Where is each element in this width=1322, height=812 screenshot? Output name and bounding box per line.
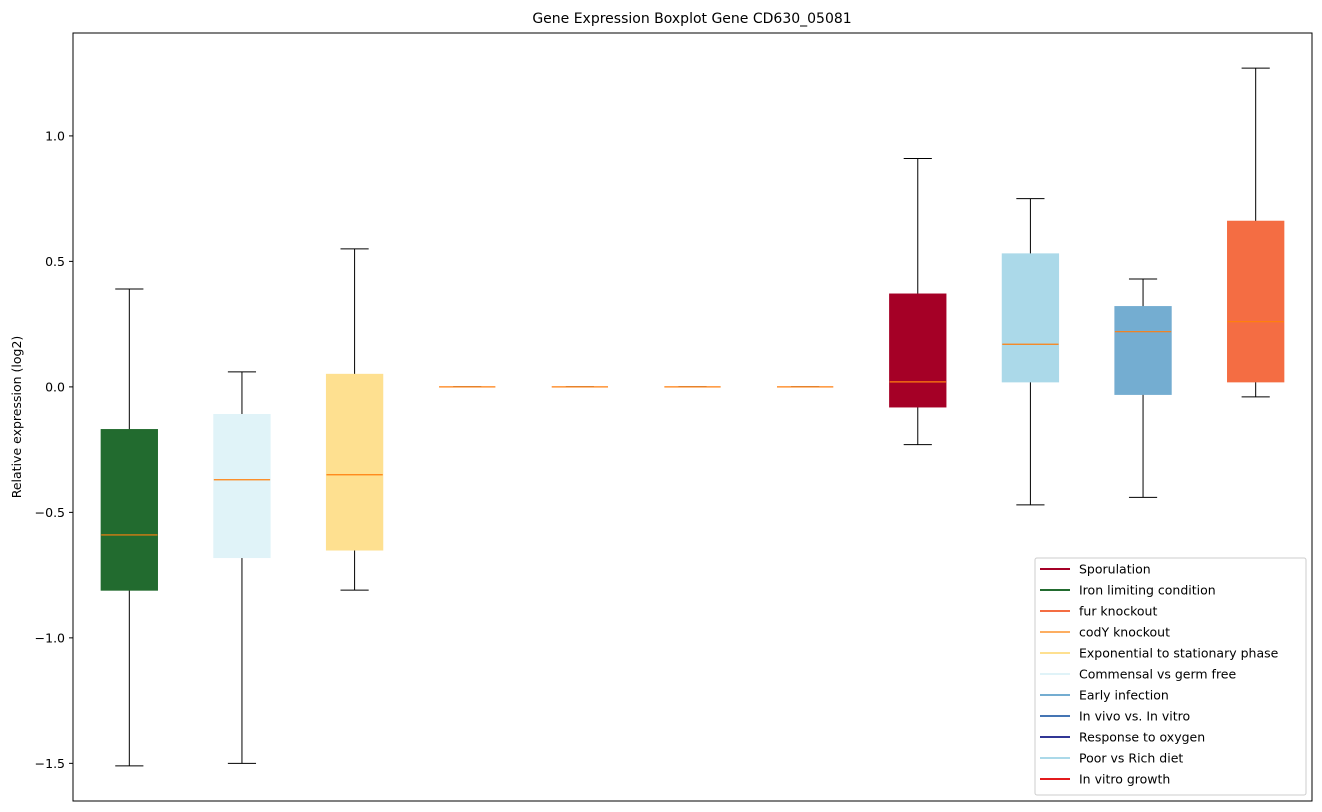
box-8 xyxy=(1001,198,1060,506)
legend-label: Poor vs Rich diet xyxy=(1079,751,1183,766)
y-tick-label: 0.0 xyxy=(45,379,65,394)
y-axis-ticks: 1.0 0.5 0.0 −0.5 −1.0 −1.5 xyxy=(35,128,73,771)
y-tick-label: −0.5 xyxy=(35,505,65,520)
y-tick-label: −1.5 xyxy=(35,756,65,771)
box-0 xyxy=(100,288,158,767)
box-series xyxy=(100,67,1285,767)
legend: Sporulation Iron limiting condition fur kn… xyxy=(1034,557,1307,796)
box-10 xyxy=(1227,67,1285,398)
box-7 xyxy=(889,157,947,446)
legend-label: Iron limiting condition xyxy=(1079,583,1216,598)
legend-label: Response to oxygen xyxy=(1079,730,1205,745)
legend-label: Exponential to stationary phase xyxy=(1079,646,1279,661)
legend-label: Early infection xyxy=(1079,688,1169,703)
box-1 xyxy=(213,371,271,764)
y-tick-label: 0.5 xyxy=(45,254,65,269)
box-body xyxy=(889,293,947,408)
plot-area-frame xyxy=(72,32,1313,802)
legend-label: In vitro growth xyxy=(1079,772,1170,787)
box-body xyxy=(1001,253,1060,383)
box-9 xyxy=(1114,278,1172,498)
y-tick-label: 1.0 xyxy=(45,128,65,143)
box-body xyxy=(1227,220,1285,383)
box-2 xyxy=(325,248,384,591)
chart-title: Gene Expression Boxplot Gene CD630_05081 xyxy=(532,11,851,27)
y-tick-label: −1.0 xyxy=(35,630,65,645)
legend-label: In vivo vs. In vitro xyxy=(1079,709,1190,724)
legend-label: Sporulation xyxy=(1079,562,1151,577)
legend-label: fur knockout xyxy=(1079,604,1157,619)
legend-label: codY knockout xyxy=(1079,625,1170,640)
legend-frame xyxy=(1034,557,1307,796)
box-body xyxy=(100,429,158,591)
box-body xyxy=(325,373,384,551)
box-body xyxy=(1114,306,1172,395)
legend-label: Commensal vs germ free xyxy=(1079,667,1236,682)
box-body xyxy=(213,413,271,559)
y-axis-label: Relative expression (log2) xyxy=(9,336,24,499)
